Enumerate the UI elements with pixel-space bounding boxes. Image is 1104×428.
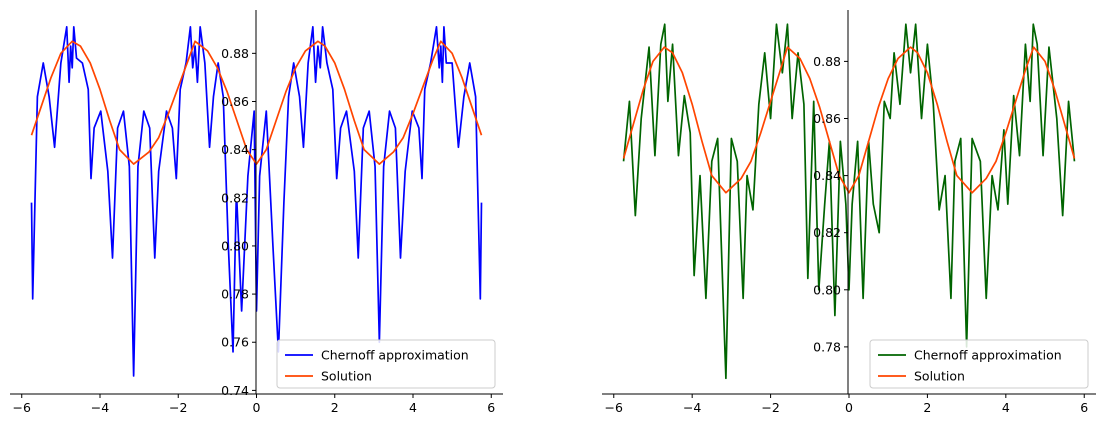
x-tick-label: 6 (1080, 400, 1088, 415)
series-line-2 (622, 46, 1076, 194)
y-tick-label: 0.76 (221, 335, 249, 350)
legend: Chernoff approximation Solution (276, 339, 496, 389)
legend-label-1: Chernoff approximation (914, 348, 1062, 363)
y-tick-label: 0.84 (813, 168, 841, 183)
x-tick-label: −4 (91, 400, 109, 415)
legend-box (869, 339, 1089, 389)
x-tick-label: −6 (605, 400, 623, 415)
x-tick-label: −2 (169, 400, 187, 415)
x-tick-label: −6 (13, 400, 31, 415)
x-tick-label: 6 (487, 400, 495, 415)
x-tick-label: 2 (923, 400, 931, 415)
x-tick-label: 4 (1002, 400, 1010, 415)
y-tick-label: 0.82 (221, 190, 249, 205)
x-tick-label: −4 (683, 400, 701, 415)
legend-label-1: Chernoff approximation (321, 348, 469, 363)
y-tick-label: 0.78 (813, 339, 841, 354)
legend-label-2: Solution (914, 369, 965, 384)
series-line-1 (622, 23, 1076, 380)
y-tick-label: 0.88 (813, 54, 841, 69)
y-tick-label: 0.74 (221, 383, 249, 398)
y-tick-label: 0.86 (813, 111, 841, 126)
legend-box (276, 339, 496, 389)
x-tick-label: 0 (845, 400, 853, 415)
y-tick-label: 0.82 (813, 225, 841, 240)
y-tick-label: 0.84 (221, 142, 249, 157)
y-tick-label: 0.86 (221, 94, 249, 109)
x-tick-label: 4 (409, 400, 417, 415)
series-line-1 (30, 26, 483, 377)
y-tick-label: 0.78 (221, 287, 249, 302)
chart-left: −6 −4 −2 0 2 4 6 0.74 0.76 0.78 0.80 0.82 0.84 0.86 0.… (10, 10, 503, 415)
y-tick-label: 0.80 (221, 238, 249, 253)
x-tick-label: 2 (331, 400, 339, 415)
x-tick-label: 0 (253, 400, 261, 415)
chart-right: −6 −4 −2 0 2 4 6 0.78 0.80 0.82 0.84 0.86 0.88 Cherno… (602, 10, 1096, 415)
legend: Chernoff approximation Solution (869, 339, 1089, 389)
legend-label-2: Solution (321, 369, 372, 384)
x-tick-label: −2 (761, 400, 779, 415)
y-tick-label: 0.80 (813, 282, 841, 297)
y-tick-label: 0.88 (221, 46, 249, 61)
